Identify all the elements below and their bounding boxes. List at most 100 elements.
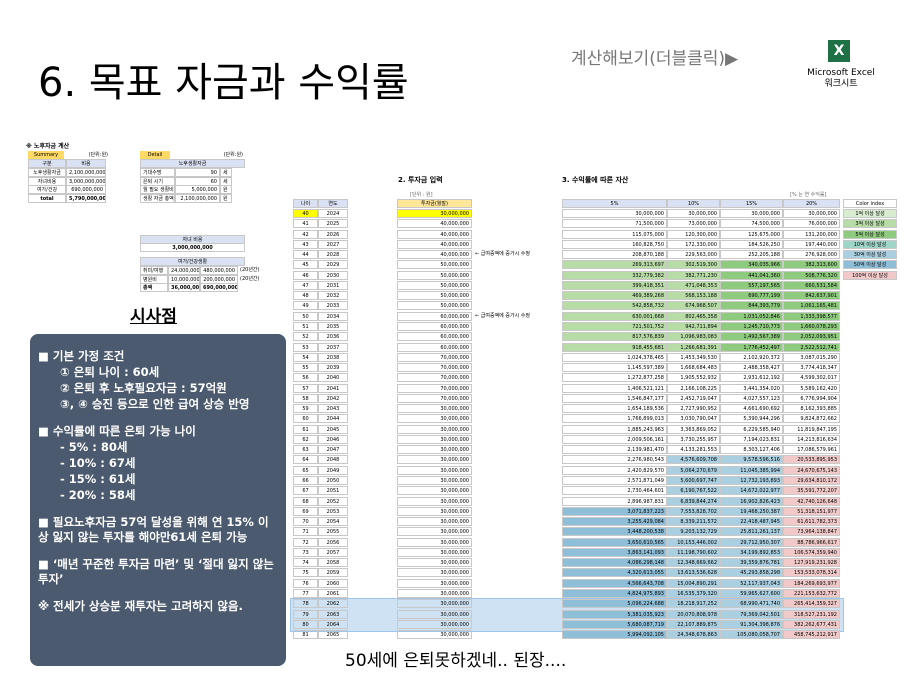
sheet-cell: 40,000,000 <box>397 239 472 249</box>
calc-cell <box>238 283 262 292</box>
calc-cell: 36,000,000 <box>168 283 200 292</box>
insight-line: - 20% : 58세 <box>60 488 136 502</box>
sheet-cell: 2,522,512,741 <box>783 342 840 352</box>
sheet-cell: 79,369,042,501 <box>720 609 783 619</box>
sheet-cell: 39,359,876,781 <box>720 558 783 568</box>
sheet-cell: 74 <box>293 558 318 568</box>
sheet-cell: 60,000,000 <box>397 342 472 352</box>
sheet-cell: 9,578,596,516 <box>720 455 783 465</box>
sheet-cell: 42,740,126,648 <box>783 496 840 506</box>
sheet-cell: 70,000,000 <box>397 373 472 383</box>
calc-cell: 생활 자금 총액 <box>140 193 175 203</box>
sheet-cell: 229,563,000 <box>667 250 720 260</box>
sheet-cell: 11,819,847,195 <box>783 424 840 434</box>
col-header: 10% <box>667 198 720 208</box>
sheet-cell: 115,075,000 <box>562 229 667 239</box>
insight-line: ■ 필요노후자금 57억 달성을 위해 연 15% 이상 잃지 않는 투자를 해… <box>38 515 269 544</box>
sheet-cell: 2057 <box>318 547 348 557</box>
sheet-cell: 3,448,200,538 <box>562 527 667 537</box>
sheet-cell: 660,531,584 <box>783 280 840 290</box>
sheet-cell: 458,745,212,917 <box>783 630 840 640</box>
sheet-cell: 3,650,610,565 <box>562 537 667 547</box>
sheet-cell: 15,004,890,291 <box>667 578 720 588</box>
sheet-cell: 60 <box>293 414 318 424</box>
insight-heading: 시사점 <box>130 307 177 327</box>
sheet-cell: 3,441,354,020 <box>720 383 783 393</box>
calc-cell: 구분 <box>28 159 66 168</box>
sheet-cell: 318,527,231,192 <box>783 609 840 619</box>
sheet-cell: 30,000,000 <box>397 527 472 537</box>
sheet-cell: 10,153,446,002 <box>667 537 720 547</box>
sheet-cell: 71,500,000 <box>562 219 667 229</box>
excel-icon[interactable]: X <box>828 40 850 62</box>
sheet-cell: 197,440,000 <box>783 239 840 249</box>
sheet-cell: 2030 <box>318 270 348 280</box>
sheet-cell: 5,600,697,747 <box>667 476 720 486</box>
sheet-cell: 2058 <box>318 558 348 568</box>
sheet-cell: 17,086,579,961 <box>783 445 840 455</box>
sheet-cell: 30,000,000 <box>397 404 472 414</box>
insight-line: - 5% : 80세 <box>60 440 128 454</box>
excel-link[interactable]: 계산해보기(더블클릭)▶ <box>571 49 739 69</box>
sheet-cell: 2038 <box>318 352 348 362</box>
sheet-cell: 30,000,000 <box>397 537 472 547</box>
sheet-cell: 64 <box>293 455 318 465</box>
calc-cell: 3,000,000,000 <box>140 243 245 252</box>
sheet-cell: 441,041,360 <box>720 270 783 280</box>
sheet-cell: 60,000,000 <box>397 321 472 331</box>
section-title: 2. 투자금 입력 <box>398 176 443 184</box>
sheet-cell: 29,712,950,307 <box>720 537 783 547</box>
sheet-cell: 59,965,627,600 <box>720 588 783 598</box>
sheet-cell: 1,905,552,932 <box>667 373 720 383</box>
sheet-cell: 76,000,000 <box>783 219 840 229</box>
sheet-cell: 172,330,000 <box>667 239 720 249</box>
sheet-cell: 4,133,281,553 <box>667 445 720 455</box>
insight-line: - 10% : 67세 <box>60 456 136 470</box>
sheet-cell: 30,000,000 <box>397 496 472 506</box>
calc-cell: (단위:원) <box>88 152 108 158</box>
sheet-cell: 8,162,393,885 <box>783 404 840 414</box>
sheet-cell: 2042 <box>318 393 348 403</box>
sheet-cell: 2,730,464,601 <box>562 486 667 496</box>
sheet-cell: 340,035,966 <box>720 260 783 270</box>
excel-caption: Microsoft Excel 워크시트 <box>800 68 882 90</box>
sheet-cell: 252,205,188 <box>720 250 783 260</box>
sheet-cell: 153,533,078,314 <box>783 568 840 578</box>
sheet-cell: 1,766,899,013 <box>562 414 667 424</box>
insight-line: ① 은퇴 나이 : 60세 <box>60 365 160 379</box>
sheet-cell: 842,637,901 <box>783 291 840 301</box>
sheet-cell: 13,613,536,628 <box>667 568 720 578</box>
unit-note: [단위 : 원] <box>410 192 433 198</box>
sheet-cell: 2041 <box>318 383 348 393</box>
sheet-cell: 542,858,732 <box>562 301 667 311</box>
sheet-cell: 2033 <box>318 301 348 311</box>
sheet-cell: 47 <box>293 280 318 290</box>
sheet-cell: 30,000,000 <box>397 424 472 434</box>
caption-line: Microsoft Excel <box>807 68 875 78</box>
sheet-cell: 721,501,752 <box>562 321 667 331</box>
sheet-cell: 2052 <box>318 496 348 506</box>
sheet-cell: 53 <box>293 342 318 352</box>
row-note: ← 급여증액에 증가시 수정 <box>475 251 530 258</box>
sheet-cell: 3,071,837,223 <box>562 506 667 516</box>
sheet-cell: 30,000,000 <box>562 209 667 218</box>
sheet-cell: 3,863,141,093 <box>562 547 667 557</box>
row-note: ← 급여증액에 증가시 수정 <box>475 312 530 319</box>
sheet-cell: 2,102,920,372 <box>720 352 783 362</box>
unit-note: [% 는 연 수익률] <box>790 192 827 198</box>
sheet-cell: 2051 <box>318 486 348 496</box>
sheet-cell: 1,453,349,530 <box>667 352 720 362</box>
calc-cell: 비용 <box>66 159 106 168</box>
sheet-cell: 25,811,261,137 <box>720 527 783 537</box>
sheet-cell: 3,774,418,347 <box>783 363 840 373</box>
calc-cell: 노후생활자금 <box>140 159 245 168</box>
sheet-cell: 2025 <box>318 219 348 229</box>
sheet-cell: 2,276,980,543 <box>562 455 667 465</box>
sheet-cell: 75 <box>293 568 318 578</box>
sheet-cell: 1,024,378,465 <box>562 352 667 362</box>
sheet-cell: 2031 <box>318 280 348 290</box>
color-index-entry: 1억 이상 달성 <box>843 209 897 218</box>
sheet-cell: 40,000,000 <box>397 219 472 229</box>
sheet-cell: 2029 <box>318 260 348 270</box>
sheet-cell: 208,870,188 <box>562 250 667 260</box>
